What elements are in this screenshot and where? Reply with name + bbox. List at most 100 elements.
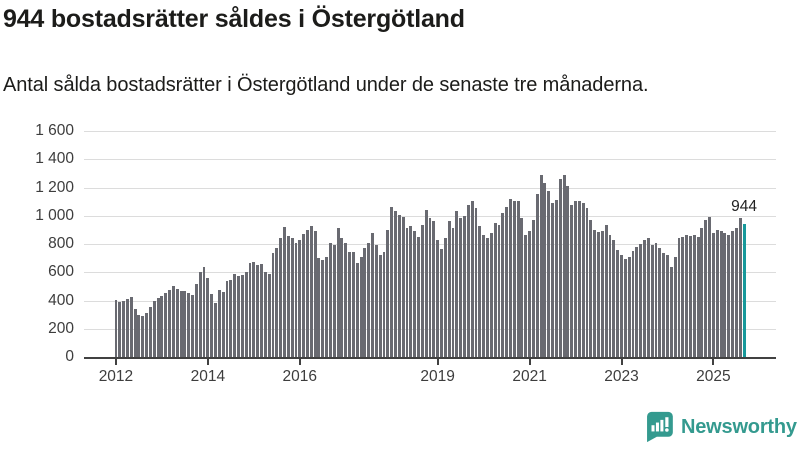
bar [666, 254, 669, 357]
bar [225, 281, 229, 357]
bar [731, 230, 735, 357]
bar [210, 294, 214, 357]
bar [489, 233, 493, 357]
bar [187, 292, 191, 357]
bar [267, 273, 271, 357]
bar [332, 244, 336, 357]
bar [711, 233, 715, 357]
bar [620, 254, 623, 357]
newsworthy-logo: Newsworthy [645, 411, 797, 443]
x-tick-label: 2021 [512, 368, 547, 385]
bar [275, 248, 279, 357]
bar [214, 303, 217, 357]
x-tick-label: 2023 [604, 368, 639, 385]
bar [738, 217, 742, 357]
bar [470, 200, 474, 357]
bar [382, 251, 386, 357]
bar [623, 258, 627, 357]
x-tick-label: 2019 [420, 368, 455, 385]
bar [692, 234, 696, 357]
bar [283, 227, 286, 357]
bar [164, 292, 168, 357]
bar [723, 233, 727, 357]
bar [597, 232, 600, 357]
bar [336, 228, 340, 357]
bar [290, 238, 294, 357]
bar [681, 236, 685, 357]
y-tick-label: 800 [48, 235, 74, 252]
y-tick-label: 1 600 [35, 122, 74, 139]
bar [420, 224, 424, 357]
bar-highlighted [742, 223, 746, 357]
bar [198, 272, 202, 357]
bar [409, 226, 413, 357]
bar [451, 228, 455, 357]
newsworthy-wordmark: Newsworthy [681, 415, 797, 438]
bar [386, 229, 390, 357]
bar [696, 236, 700, 357]
bar [229, 280, 233, 357]
gridline [84, 159, 776, 161]
bar [378, 254, 382, 357]
bar [639, 244, 643, 357]
bar [309, 225, 313, 357]
bar [497, 224, 501, 357]
bar [424, 209, 428, 357]
bar [673, 256, 677, 357]
bar [654, 243, 658, 357]
bar [508, 198, 512, 357]
bar [643, 239, 646, 357]
bar [704, 219, 708, 357]
bar [194, 283, 198, 357]
bar [585, 208, 589, 357]
bar [397, 215, 401, 357]
bar [581, 203, 585, 357]
bar [325, 256, 329, 357]
y-tick-label: 1 400 [35, 150, 74, 168]
bar [367, 243, 371, 357]
bar [466, 204, 470, 357]
bar [708, 217, 712, 357]
bar [298, 239, 302, 357]
bar [593, 229, 597, 357]
bar [669, 266, 673, 357]
gridline [84, 131, 776, 132]
bar [436, 239, 440, 357]
bar [401, 217, 405, 357]
x-tick [206, 359, 209, 365]
bar [122, 301, 126, 357]
bar [428, 218, 432, 357]
bar [520, 218, 524, 357]
bar [344, 242, 348, 357]
bar [348, 252, 352, 357]
bar [528, 230, 532, 357]
bar [600, 231, 604, 357]
bar [474, 208, 478, 357]
bar [374, 244, 378, 357]
x-tick [528, 359, 531, 365]
bar [206, 277, 210, 357]
bar [616, 249, 620, 357]
bar [168, 289, 171, 357]
bar [432, 221, 436, 357]
bar [543, 182, 547, 357]
bar [217, 289, 221, 357]
bar [547, 190, 551, 357]
bar [700, 228, 704, 357]
bar [286, 236, 290, 357]
x-tick [114, 359, 117, 365]
bar [263, 271, 267, 357]
bar [455, 210, 459, 357]
bar [512, 201, 516, 357]
bar [221, 292, 225, 357]
bar [443, 238, 447, 357]
x-tick [620, 359, 623, 365]
gridline [84, 215, 776, 217]
bar [566, 186, 570, 357]
bar [191, 294, 194, 357]
bar [689, 235, 692, 357]
bar [612, 239, 616, 357]
bar [351, 251, 355, 357]
bar [328, 243, 332, 357]
